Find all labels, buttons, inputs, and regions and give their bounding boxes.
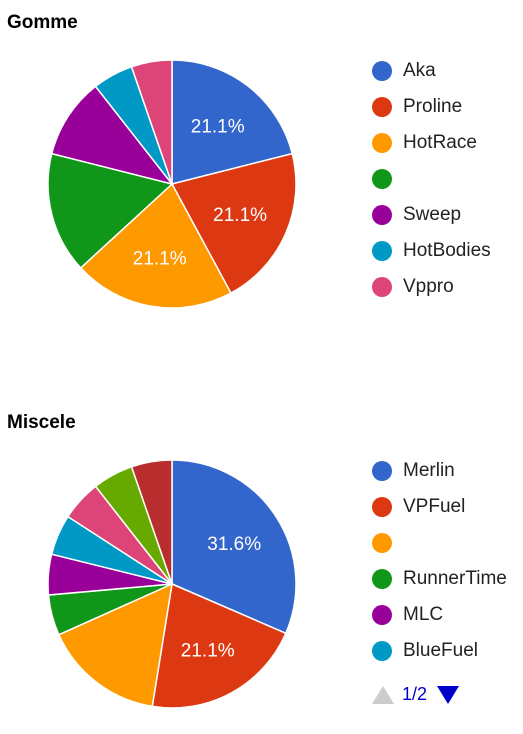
legend-pager: 1/2 — [372, 684, 460, 705]
legend-swatch — [372, 533, 392, 553]
legend-swatch — [372, 461, 392, 481]
pie-slice[interactable] — [130, 459, 173, 585]
legend-label: Proline — [403, 96, 463, 117]
legend-label: MLC — [403, 604, 444, 625]
legend-label: VPFuel — [403, 496, 466, 517]
legend-swatch — [372, 97, 392, 117]
legend-label: HotBodies — [403, 240, 491, 261]
pie-slice[interactable] — [50, 85, 174, 186]
next-page-icon[interactable] — [437, 685, 460, 704]
data-label: 21.1% — [191, 116, 245, 137]
chart-title: Miscele — [7, 412, 76, 433]
legend-swatch — [372, 497, 392, 517]
legend-swatch — [372, 133, 392, 153]
data-label: 21.1% — [133, 248, 187, 269]
pie-slice[interactable] — [79, 182, 232, 309]
data-label: 21.1% — [213, 205, 267, 226]
legend-swatch — [372, 241, 392, 261]
pie-slice[interactable] — [47, 152, 174, 269]
legend-item[interactable]: VPFuel — [372, 489, 507, 525]
legend-swatch — [372, 605, 392, 625]
legend-item[interactable]: MLC — [372, 597, 507, 633]
legend-label: Merlin — [403, 460, 455, 481]
legend-label: Sweep — [403, 204, 462, 225]
pie-chart-miscele: 31.6% 21.1% — [47, 459, 297, 709]
legend-item[interactable]: BlueFuel — [372, 633, 507, 669]
legend-swatch — [372, 169, 392, 189]
legend-item[interactable]: Aka — [372, 53, 491, 89]
page-indicator: 1/2 — [402, 684, 428, 704]
pie-slice[interactable] — [130, 59, 173, 185]
pie-slice[interactable] — [57, 582, 173, 708]
pie-slice[interactable] — [171, 459, 297, 635]
legend-item[interactable]: HotRace — [372, 125, 491, 161]
legend-item[interactable]: Sweep — [372, 197, 491, 233]
previous-page-icon[interactable] — [372, 685, 394, 704]
legend-swatch — [372, 569, 392, 589]
legend-item[interactable]: Merlin — [372, 453, 507, 489]
legend-item[interactable]: Proline — [372, 89, 491, 125]
legend-label: Vppro — [403, 276, 454, 297]
legend-swatch — [372, 641, 392, 661]
legend-item[interactable]: Vppro — [372, 269, 491, 305]
pie-slice[interactable] — [171, 59, 294, 185]
legend-label: Aka — [403, 60, 436, 81]
legend-label: RunnerTime — [403, 568, 507, 589]
legend: Aka Proline HotRace Sweep HotBodies Vppro — [372, 53, 491, 305]
legend-swatch — [372, 205, 392, 225]
legend-swatch — [372, 61, 392, 81]
chart-gomme: Gomme 21.1% 21.1% 21.1% Aka Proline HotRace S… — [0, 0, 523, 360]
legend-label: HotRace — [403, 132, 477, 153]
legend: Merlin VPFuel RunnerTime MLC BlueFuel — [372, 453, 507, 669]
legend-item[interactable]: HotBodies — [372, 233, 491, 269]
chart-miscele: Miscele 31.6% 21.1% Merlin VPFuel RunnerTim… — [0, 400, 523, 715]
legend-swatch — [372, 277, 392, 297]
legend-label: BlueFuel — [403, 640, 478, 661]
legend-item[interactable]: RunnerTime — [372, 561, 507, 597]
pie-chart-gomme: 21.1% 21.1% 21.1% — [47, 59, 297, 309]
pie-slice[interactable] — [151, 582, 287, 709]
pie-slice[interactable] — [170, 152, 297, 295]
legend-item[interactable] — [372, 525, 507, 561]
legend-item[interactable] — [372, 161, 491, 197]
data-label: 21.1% — [181, 640, 235, 661]
data-label: 31.6% — [207, 534, 261, 555]
chart-title: Gomme — [7, 12, 78, 33]
